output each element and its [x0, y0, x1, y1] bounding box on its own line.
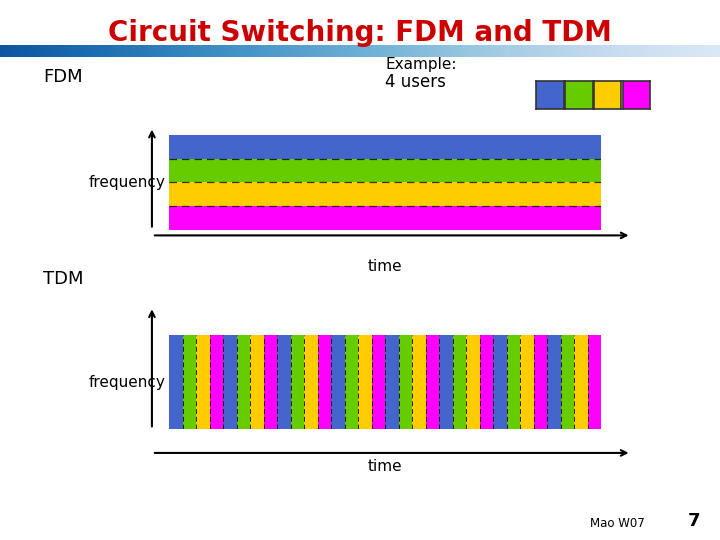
Bar — [345, 335, 358, 429]
Bar — [169, 135, 601, 159]
Bar — [169, 206, 601, 230]
Bar — [223, 335, 237, 429]
Bar — [412, 335, 426, 429]
Bar — [183, 335, 196, 429]
Bar — [358, 335, 372, 429]
Bar — [467, 335, 480, 429]
Bar — [291, 335, 304, 429]
Text: time: time — [368, 259, 402, 274]
Text: Mao W07: Mao W07 — [590, 517, 645, 530]
Bar — [588, 335, 601, 429]
Bar — [318, 335, 331, 429]
Bar — [561, 335, 575, 429]
Text: 7: 7 — [688, 512, 700, 530]
Bar — [480, 335, 493, 429]
Text: Circuit Switching: FDM and TDM: Circuit Switching: FDM and TDM — [108, 19, 612, 47]
Bar — [169, 335, 183, 429]
Bar — [453, 335, 467, 429]
Bar — [372, 335, 385, 429]
Bar — [304, 335, 318, 429]
Bar — [493, 335, 507, 429]
Text: FDM: FDM — [43, 68, 83, 85]
Bar — [575, 335, 588, 429]
Text: TDM: TDM — [43, 270, 84, 288]
Bar — [426, 335, 439, 429]
Bar — [439, 335, 453, 429]
Bar — [534, 335, 547, 429]
Bar — [385, 335, 399, 429]
Bar — [507, 335, 520, 429]
Bar — [520, 335, 534, 429]
Bar — [399, 335, 412, 429]
Bar — [251, 335, 264, 429]
Text: frequency: frequency — [89, 375, 166, 389]
Text: Example:: Example: — [385, 57, 456, 72]
Bar — [169, 183, 601, 206]
Bar — [547, 335, 561, 429]
Bar — [196, 335, 210, 429]
Bar — [277, 335, 291, 429]
Bar — [169, 159, 601, 183]
Text: time: time — [368, 459, 402, 474]
Bar — [264, 335, 277, 429]
Bar — [210, 335, 223, 429]
Bar — [237, 335, 251, 429]
Text: 4 users: 4 users — [385, 73, 446, 91]
Bar — [331, 335, 345, 429]
Text: frequency: frequency — [89, 175, 166, 190]
